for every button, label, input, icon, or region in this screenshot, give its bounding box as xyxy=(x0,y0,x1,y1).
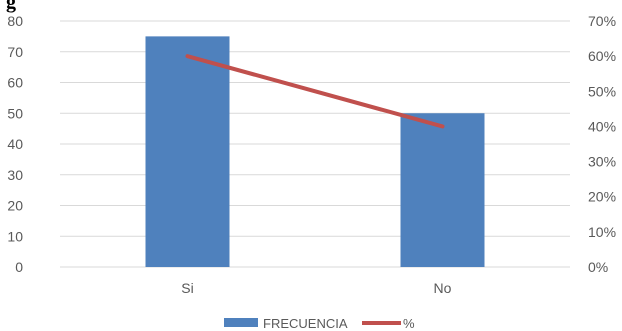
category-labels: Si No xyxy=(181,280,451,296)
gridlines xyxy=(60,20,570,268)
right-tick-label: 50% xyxy=(588,83,616,99)
left-tick-label: 70 xyxy=(7,44,23,60)
left-tick-label: 0 xyxy=(15,259,23,275)
left-tick-label: 40 xyxy=(7,136,23,152)
left-tick-label: 60 xyxy=(7,75,23,91)
right-tick-label: 0% xyxy=(588,259,608,275)
left-tick-label: 80 xyxy=(7,13,23,29)
cutoff-heading-fragment: g xyxy=(6,0,16,13)
left-axis-ticks: 0 10 20 30 40 50 60 70 80 xyxy=(7,13,23,275)
bar xyxy=(145,36,230,267)
right-tick-label: 10% xyxy=(588,224,616,240)
left-tick-label: 20 xyxy=(7,198,23,214)
bar-series xyxy=(145,36,485,267)
right-tick-label: 60% xyxy=(588,48,616,64)
left-tick-label: 10 xyxy=(7,228,23,244)
category-label: Si xyxy=(181,280,193,296)
bar xyxy=(400,113,485,267)
legend-label-line: % xyxy=(403,316,415,331)
legend-label-bar: FRECUENCIA xyxy=(263,316,348,331)
right-tick-label: 40% xyxy=(588,118,616,134)
left-tick-label: 50 xyxy=(7,105,23,121)
line-path xyxy=(185,54,445,129)
legend-swatch-bar xyxy=(224,318,258,327)
line-series xyxy=(185,54,445,129)
left-tick-label: 30 xyxy=(7,167,23,183)
right-tick-label: 70% xyxy=(588,13,616,29)
right-tick-label: 20% xyxy=(588,189,616,205)
right-axis-ticks: 0% 10% 20% 30% 40% 50% 60% 70% xyxy=(588,13,616,275)
category-label: No xyxy=(434,280,452,296)
right-tick-label: 30% xyxy=(588,154,616,170)
legend: FRECUENCIA % xyxy=(224,316,415,331)
